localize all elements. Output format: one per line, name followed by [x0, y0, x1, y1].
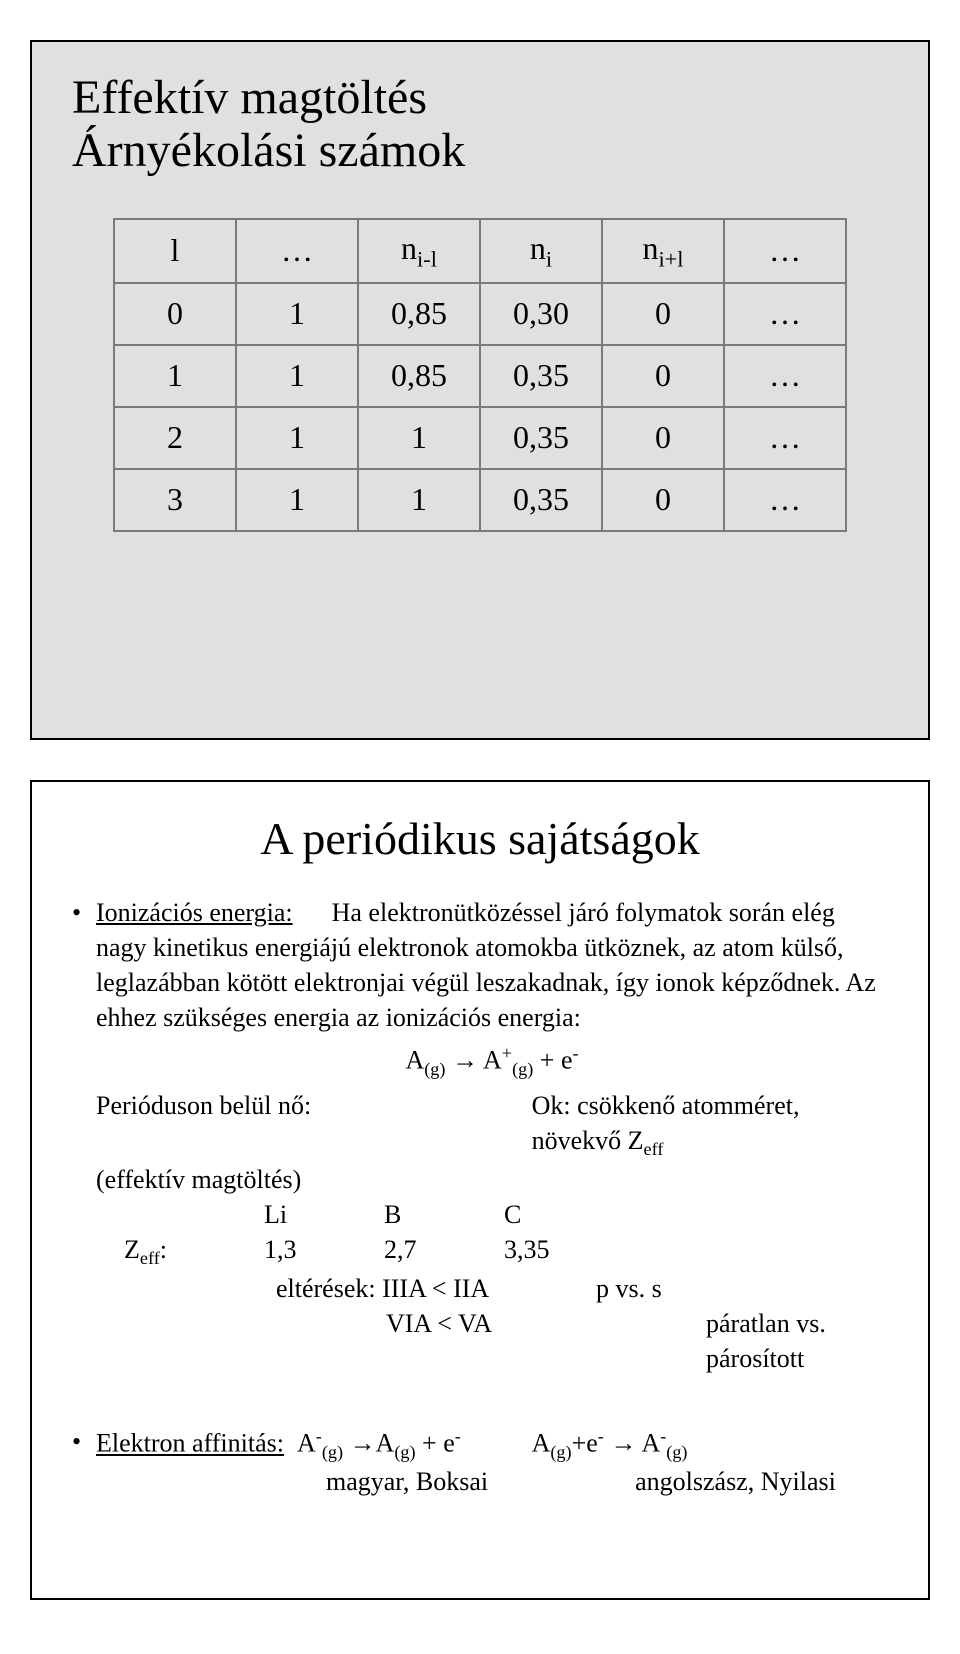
- cell: 0,85: [358, 345, 480, 407]
- period-row: Perióduson belül nő: Ok: csökkenő atommé…: [96, 1088, 888, 1162]
- cell: 3: [114, 469, 236, 531]
- ionization-equation: A(g) → A+(g) + e-: [96, 1041, 888, 1081]
- slide-2: A periódikus sajátságok • Ionizációs ene…: [30, 780, 930, 1600]
- affinity-label: Elektron affinitás:: [96, 1429, 284, 1458]
- ionization-label: Ionizációs energia:: [96, 898, 293, 927]
- cell: 1: [114, 345, 236, 407]
- cell: …: [724, 283, 846, 345]
- shielding-table: l … ni-l ni ni+l … 0 1 0,85 0,30 0 … 1 1…: [113, 218, 847, 532]
- cell: 2: [114, 407, 236, 469]
- cell: …: [724, 407, 846, 469]
- cell: 0,35: [480, 469, 602, 531]
- table-header-row: l … ni-l ni ni+l …: [114, 219, 846, 283]
- el-c: C: [504, 1197, 624, 1232]
- th-ni: ni: [480, 219, 602, 283]
- table-row: 1 1 0,85 0,35 0 …: [114, 345, 846, 407]
- slide1-title: Effektív magtöltés Árnyékolási számok: [72, 72, 888, 178]
- devi1-right: p vs. s: [596, 1271, 888, 1306]
- bullet-dot-icon: •: [72, 895, 96, 930]
- cell: 0,30: [480, 283, 602, 345]
- cell: 0: [602, 283, 724, 345]
- devi2-left: VIA < VA: [276, 1306, 706, 1376]
- bullet-affinity: • Elektron affinitás: A-(g) →A(g) + e- A…: [72, 1424, 888, 1500]
- zeff-values: Zeff: 1,3 2,7 3,35: [124, 1232, 888, 1271]
- aff-note-left: magyar, Boksai: [96, 1464, 635, 1499]
- deviation-row-2: VIA < VA páratlan vs. párosított: [276, 1306, 888, 1376]
- title-line2: Árnyékolási számok: [72, 124, 465, 177]
- th-l: l: [114, 219, 236, 283]
- table-row: 0 1 0,85 0,30 0 …: [114, 283, 846, 345]
- th-dots2: …: [724, 219, 846, 283]
- table-row: 2 1 1 0,35 0 …: [114, 407, 846, 469]
- period-reason: Ok: csökkenő atomméret, növekvő Zeff: [532, 1088, 888, 1162]
- th-ni-l: ni-l: [358, 219, 480, 283]
- devi2-right: páratlan vs. párosított: [706, 1306, 888, 1376]
- cell: 0: [602, 345, 724, 407]
- cell: 1: [358, 469, 480, 531]
- cell: …: [724, 345, 846, 407]
- slide2-body: • Ionizációs energia: Ha elektronütközés…: [72, 895, 888, 1499]
- slide-1: Effektív magtöltés Árnyékolási számok l …: [30, 40, 930, 740]
- cell: 0,35: [480, 345, 602, 407]
- eff-label: (effektív magtöltés): [96, 1162, 888, 1197]
- cell: 0: [602, 469, 724, 531]
- el-li: Li: [264, 1197, 384, 1232]
- cell: …: [724, 469, 846, 531]
- bullet-dot-icon: •: [72, 1424, 96, 1459]
- affinity-right-eq: A(g)+e- → A-(g): [532, 1424, 888, 1464]
- zeff-v1: 1,3: [264, 1232, 384, 1271]
- th-ni+l: ni+l: [602, 219, 724, 283]
- bullet-ionization: • Ionizációs energia: Ha elektronütközés…: [72, 895, 888, 1376]
- devi1-left: IIIA < IIA: [382, 1274, 489, 1303]
- page: Effektív magtöltés Árnyékolási számok l …: [0, 40, 960, 1600]
- affinity-row2: magyar, Boksai angolszász, Nyilasi: [96, 1464, 888, 1499]
- cell: 1: [358, 407, 480, 469]
- cell: 1: [236, 283, 358, 345]
- cell: 0: [602, 407, 724, 469]
- zeff-v3: 3,35: [504, 1232, 624, 1271]
- cell: 1: [236, 469, 358, 531]
- cell: 0,35: [480, 407, 602, 469]
- devi-label: eltérések:: [276, 1274, 376, 1303]
- cell: 1: [236, 345, 358, 407]
- cell: 0: [114, 283, 236, 345]
- affinity-content: Elektron affinitás: A-(g) →A(g) + e- A(g…: [96, 1424, 888, 1500]
- table-row: 3 1 1 0,35 0 …: [114, 469, 846, 531]
- title-line1: Effektív magtöltés: [72, 71, 427, 124]
- cell: 1: [236, 407, 358, 469]
- el-b: B: [384, 1197, 504, 1232]
- zeff-v2: 2,7: [384, 1232, 504, 1271]
- cell: 0,85: [358, 283, 480, 345]
- spacer: [72, 1394, 888, 1424]
- affinity-row1: Elektron affinitás: A-(g) →A(g) + e- A(g…: [96, 1424, 888, 1464]
- th-dots1: …: [236, 219, 358, 283]
- deviation-row-1: eltérések: IIIA < IIA p vs. s: [276, 1271, 888, 1306]
- period-label: Perióduson belül nő:: [96, 1088, 532, 1162]
- elements-header: Li B C: [124, 1197, 888, 1232]
- ionization-content: Ionizációs energia: Ha elektronütközésse…: [96, 895, 888, 1376]
- zeff-label: Zeff:: [124, 1232, 264, 1271]
- aff-note-right: angolszász, Nyilasi: [635, 1464, 888, 1499]
- slide2-title: A periódikus sajátságok: [72, 812, 888, 865]
